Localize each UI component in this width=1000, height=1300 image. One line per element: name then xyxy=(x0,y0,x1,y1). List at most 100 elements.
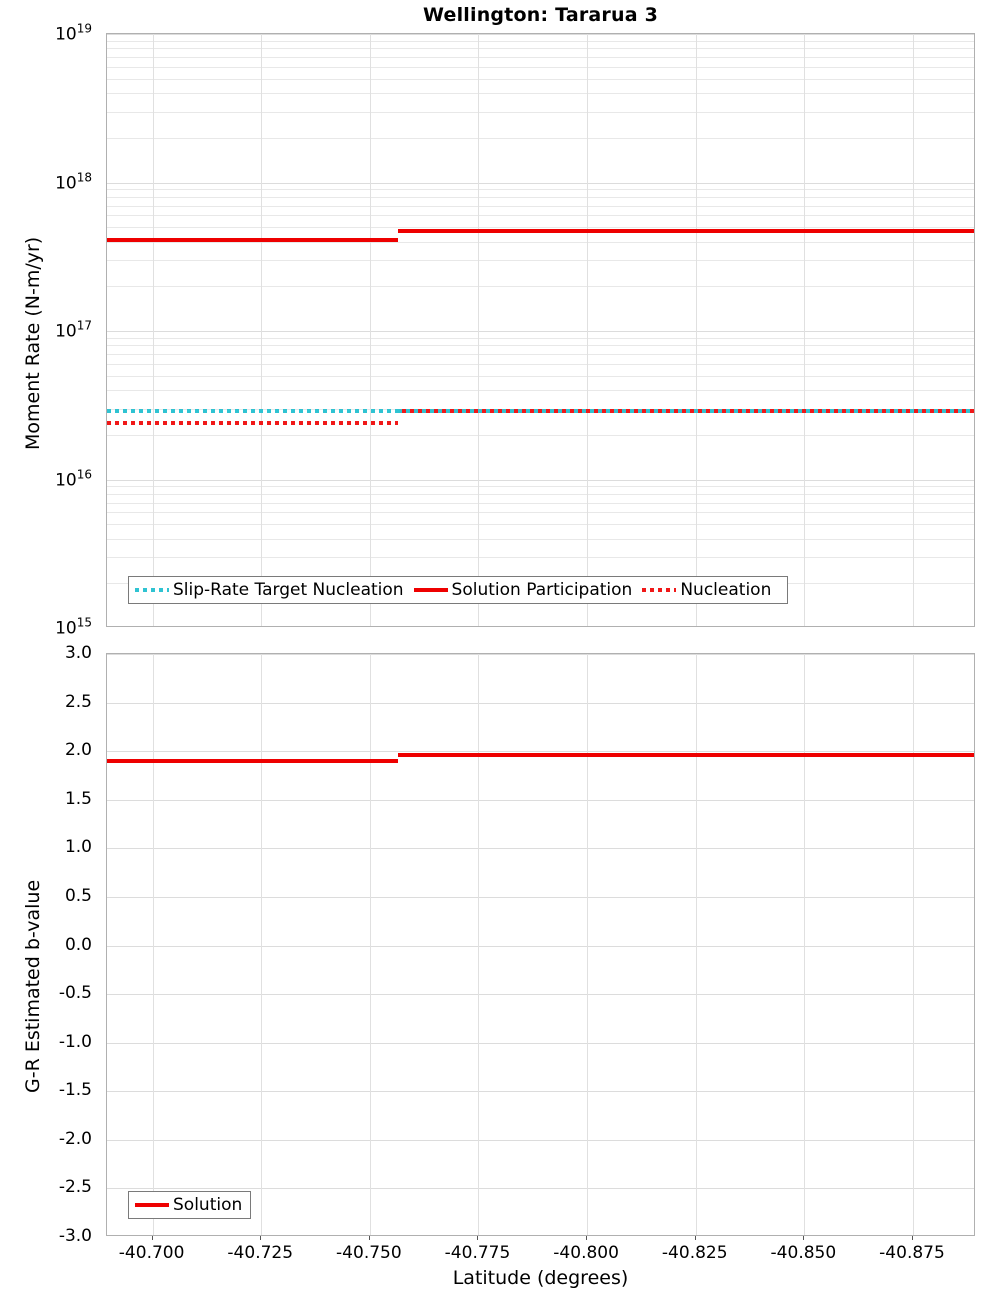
gridline-horizontal xyxy=(107,363,974,365)
gridline-horizontal xyxy=(107,260,974,262)
gridline-horizontal xyxy=(107,654,974,655)
legend-label: Solution xyxy=(173,1195,243,1215)
x-tick-mark xyxy=(694,1236,696,1240)
gridline-horizontal xyxy=(107,994,974,996)
x-tick-label: -40.700 xyxy=(118,1243,185,1263)
gridline-horizontal xyxy=(107,215,974,217)
gridline-horizontal xyxy=(107,78,974,80)
legend-bottom: Solution xyxy=(128,1191,252,1219)
x-tick-mark xyxy=(368,1236,370,1240)
gridline-horizontal xyxy=(107,286,974,288)
x-tick-label: -40.850 xyxy=(770,1243,837,1263)
gridline-vertical xyxy=(478,34,480,626)
series-nucleation xyxy=(107,421,399,426)
legend-line-swatch-icon xyxy=(135,588,169,592)
gridline-horizontal xyxy=(107,337,974,339)
y-tick-label-top: 1019 xyxy=(55,21,92,45)
gridline-vertical xyxy=(804,654,806,1235)
gridline-horizontal xyxy=(107,189,974,191)
series-solution-participation xyxy=(107,238,399,242)
y-tick-label-bottom: -1.5 xyxy=(58,1080,92,1101)
y-tick-label-bottom: -2.5 xyxy=(58,1177,92,1198)
y-tick-label-bottom: 2.0 xyxy=(64,740,92,761)
gridline-horizontal xyxy=(107,182,974,184)
x-tick-label: -40.825 xyxy=(661,1243,728,1263)
gridline-horizontal xyxy=(107,331,974,332)
y-tick-label-top: 1015 xyxy=(55,615,92,639)
gridline-vertical xyxy=(261,34,263,626)
gridline-horizontal xyxy=(107,799,974,801)
x-axis-label: Latitude (degrees) xyxy=(452,1267,629,1289)
gridline-horizontal xyxy=(107,40,974,42)
gridline-vertical xyxy=(912,654,914,1235)
legend-top: Slip-Rate Target Nucleation Solution Part… xyxy=(128,576,789,604)
x-tick-mark xyxy=(151,1236,153,1240)
page-title: Wellington: Tararua 3 xyxy=(423,4,658,26)
x-tick-label: -40.800 xyxy=(553,1243,619,1263)
b-value-plot-area xyxy=(106,653,975,1236)
gridline-horizontal xyxy=(107,502,974,504)
legend-line-swatch-icon xyxy=(413,588,448,592)
gridline-horizontal xyxy=(107,486,974,488)
gridline-vertical xyxy=(478,654,480,1235)
legend-top-entry[interactable]: Nucleation xyxy=(642,580,781,600)
gridline-vertical xyxy=(369,654,371,1235)
y-tick-label-top: 1018 xyxy=(55,170,92,193)
gridline-horizontal xyxy=(107,493,974,495)
series-solution xyxy=(398,753,974,758)
gridline-horizontal xyxy=(107,1091,974,1093)
gridline-horizontal xyxy=(107,1188,974,1190)
x-tick-mark xyxy=(260,1236,262,1240)
y-tick-label-bottom: 0.0 xyxy=(64,934,92,955)
gridline-horizontal xyxy=(107,751,974,753)
gridline-horizontal xyxy=(107,375,974,377)
gridline-horizontal xyxy=(107,848,974,850)
gridline-horizontal xyxy=(107,66,974,68)
gridline-horizontal xyxy=(107,945,974,947)
y-tick-label-top: 1016 xyxy=(55,467,92,490)
gridline-vertical xyxy=(152,34,154,626)
y-axis-label-bottom: G-R Estimated b-value xyxy=(22,879,44,1093)
series-solution-participation xyxy=(398,229,974,234)
legend-top-entry[interactable]: Solution Participation xyxy=(413,580,643,600)
gridline-horizontal xyxy=(107,1042,974,1044)
gridline-vertical xyxy=(695,34,697,626)
gridline-horizontal xyxy=(107,48,974,50)
x-tick-mark xyxy=(803,1236,805,1240)
legend-bottom-entry[interactable]: Solution xyxy=(135,1195,244,1215)
gridline-vertical xyxy=(261,654,263,1235)
x-tick-mark xyxy=(477,1236,479,1240)
x-tick-label: -40.725 xyxy=(227,1243,294,1263)
gridline-horizontal xyxy=(107,34,974,35)
gridline-horizontal xyxy=(107,93,974,95)
legend-top-entry[interactable]: Slip-Rate Target Nucleation xyxy=(135,580,414,600)
y-tick-label-bottom: 0.5 xyxy=(64,885,92,906)
gridline-horizontal xyxy=(107,196,974,198)
gridline-vertical xyxy=(587,34,589,626)
gridline-horizontal xyxy=(107,354,974,355)
gridline-horizontal xyxy=(107,111,974,113)
legend-label: Solution Participation xyxy=(451,580,633,600)
y-tick-label-bottom: -3.0 xyxy=(58,1226,92,1246)
gridline-vertical xyxy=(912,34,914,626)
x-tick-label: -40.775 xyxy=(444,1243,511,1263)
series-slip-rate-target-nucleation xyxy=(107,408,399,413)
gridline-horizontal xyxy=(107,434,974,436)
series-nucleation xyxy=(398,408,974,413)
y-tick-label-top: 1017 xyxy=(55,318,92,342)
y-tick-label-bottom: -0.5 xyxy=(58,983,92,1004)
gridline-horizontal xyxy=(107,896,974,898)
y-tick-label-bottom: 1.5 xyxy=(64,788,92,809)
moment-rate-plot-area xyxy=(106,33,975,627)
gridline-vertical xyxy=(804,34,806,626)
gridline-horizontal xyxy=(107,137,974,139)
gridline-horizontal xyxy=(107,702,974,704)
gridline-horizontal xyxy=(107,479,974,481)
y-tick-label-bottom: 2.5 xyxy=(64,691,92,712)
gridline-horizontal xyxy=(107,1139,974,1141)
y-tick-label-bottom: -2.0 xyxy=(58,1128,92,1149)
gridline-horizontal xyxy=(107,390,974,392)
y-tick-label-bottom: -1.0 xyxy=(58,1031,92,1052)
x-tick-label: -40.875 xyxy=(879,1243,945,1263)
